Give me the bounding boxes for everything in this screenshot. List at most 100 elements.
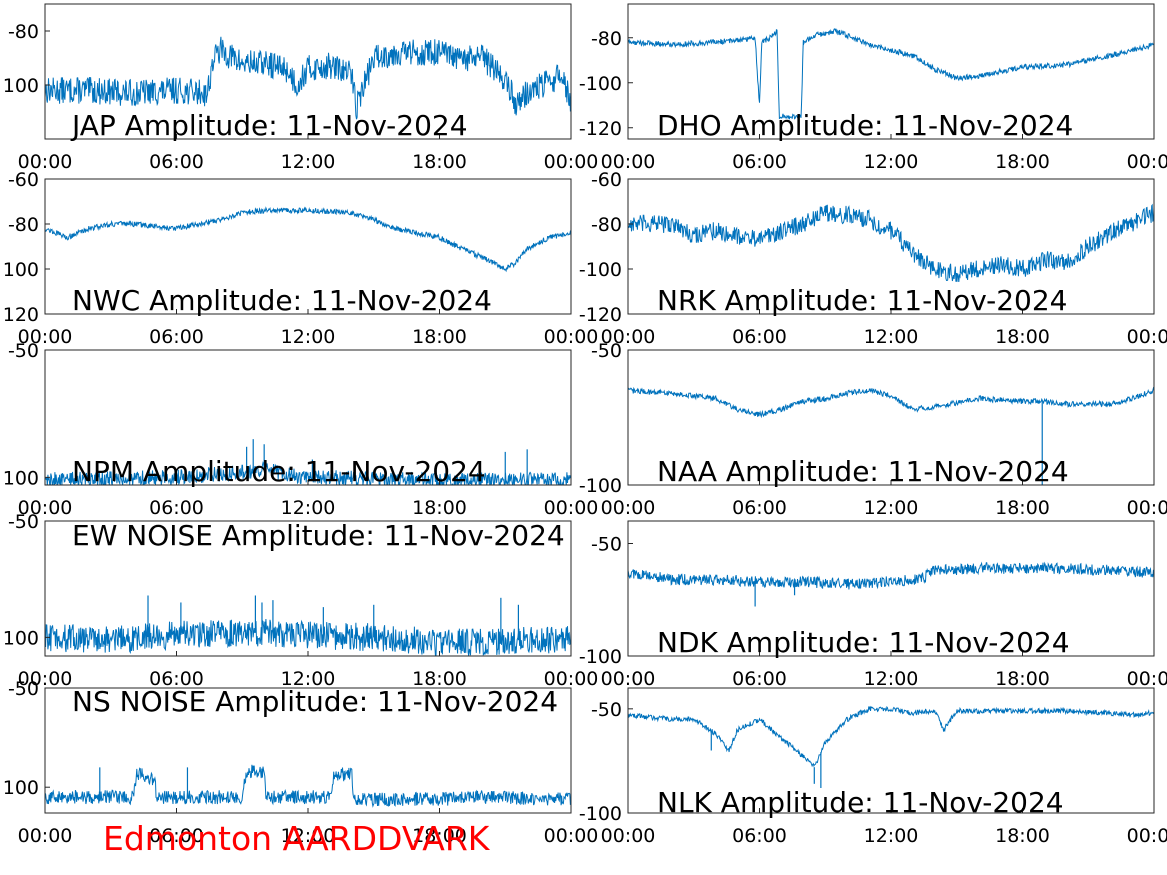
- series-line: [45, 36, 571, 120]
- y-tick-label: -100: [579, 259, 622, 281]
- y-tick-label: -50: [591, 534, 622, 556]
- x-tick-label: 12:00: [864, 668, 919, 690]
- x-tick-label: 12:00: [864, 497, 919, 519]
- x-tick-label: 06:00: [732, 668, 787, 690]
- x-tick-label: 00:00: [601, 497, 656, 519]
- x-tick-label: 00:00: [601, 825, 656, 847]
- series-line: [45, 206, 571, 273]
- x-tick-label: 18:00: [412, 326, 467, 348]
- x-tick-label: 00:00: [1127, 151, 1167, 173]
- chart-panel: -50 100 00:00 06:00 12:00 18:00 00:00 NS NOISE …: [3, 678, 599, 847]
- x-tick-label: 00:00: [544, 326, 599, 348]
- chart-title: JAP Amplitude: 11-Nov-2024: [70, 109, 468, 142]
- chart-title: NS NOISE Amplitude: 11-Nov-2024: [72, 685, 558, 718]
- x-tick-label: 18:00: [412, 668, 467, 690]
- x-tick-label: 12:00: [864, 151, 919, 173]
- x-tick-label: 18:00: [412, 497, 467, 519]
- series-line: [628, 705, 1154, 768]
- y-tick-label: -80: [591, 28, 622, 50]
- x-tick-label: 18:00: [995, 825, 1050, 847]
- y-tick-label: -100: [579, 803, 622, 825]
- x-tick-label: 00:00: [1127, 668, 1167, 690]
- chart-title: NWC Amplitude: 11-Nov-2024: [72, 284, 492, 317]
- x-tick-label: 00:00: [601, 326, 656, 348]
- x-tick-label: 00:00: [544, 825, 599, 847]
- y-tick-label: -60: [591, 169, 622, 191]
- x-tick-label: 12:00: [864, 326, 919, 348]
- x-tick-label: 06:00: [732, 326, 787, 348]
- x-tick-label: 00:00: [544, 497, 599, 519]
- x-tick-label: 12:00: [281, 825, 336, 847]
- y-tick-label: 100: [3, 259, 39, 281]
- y-tick-label: -80: [8, 21, 39, 43]
- x-tick-label: 18:00: [995, 326, 1050, 348]
- x-tick-label: 18:00: [412, 825, 467, 847]
- chart-title: NPM Amplitude: 11-Nov-2024: [72, 455, 486, 488]
- y-tick-label: -80: [8, 214, 39, 236]
- series-line: [628, 28, 1154, 120]
- y-tick-label: 100: [3, 627, 39, 649]
- x-tick-label: 12:00: [281, 151, 336, 173]
- x-tick-label: 18:00: [412, 151, 467, 173]
- x-tick-label: 06:00: [149, 825, 204, 847]
- y-tick-label: -120: [579, 118, 622, 140]
- y-tick-label: 100: [3, 467, 39, 489]
- series-line: [45, 461, 571, 485]
- chart-title: DHO Amplitude: 11-Nov-2024: [657, 109, 1073, 142]
- y-tick-label: -50: [591, 340, 622, 362]
- x-tick-label: 06:00: [732, 151, 787, 173]
- chart-title: NDK Amplitude: 11-Nov-2024: [657, 626, 1070, 659]
- y-tick-label: -50: [8, 678, 39, 700]
- x-tick-label: 00:00: [18, 668, 73, 690]
- x-tick-label: 00:00: [601, 668, 656, 690]
- x-tick-label: 12:00: [864, 825, 919, 847]
- y-tick-label: 100: [3, 777, 39, 799]
- x-tick-label: 00:00: [1127, 497, 1167, 519]
- x-tick-label: 12:00: [281, 497, 336, 519]
- x-tick-label: 00:00: [18, 326, 73, 348]
- series-line: [628, 203, 1154, 282]
- x-tick-label: 06:00: [149, 497, 204, 519]
- series-line: [45, 618, 571, 656]
- x-tick-label: 18:00: [995, 497, 1050, 519]
- y-tick-label: -50: [8, 511, 39, 533]
- x-tick-label: 00:00: [1127, 326, 1167, 348]
- chart-title: NLK Amplitude: 11-Nov-2024: [657, 786, 1064, 819]
- chart-panel: -80 100 00:00 06:00 12:00 18:00 00:00 JAP Ampli…: [3, 3, 599, 173]
- x-tick-label: 00:00: [18, 497, 73, 519]
- chart-panel: -50 100 00:00 06:00 12:00 18:00 00:00 EW NOISE …: [3, 511, 599, 690]
- y-tick-label: -100: [579, 73, 622, 95]
- figure-footer: Edmonton AARDDVARK: [103, 819, 490, 858]
- x-tick-label: 00:00: [18, 151, 73, 173]
- x-tick-label: 12:00: [281, 326, 336, 348]
- x-tick-label: 00:00: [544, 151, 599, 173]
- series-line: [45, 764, 571, 808]
- y-tick-label: -50: [8, 340, 39, 362]
- x-tick-label: 00:00: [544, 668, 599, 690]
- series-line: [628, 561, 1154, 590]
- y-tick-label: -100: [579, 646, 622, 668]
- x-tick-label: 18:00: [995, 151, 1050, 173]
- x-tick-label: 18:00: [995, 668, 1050, 690]
- x-tick-label: 00:00: [601, 151, 656, 173]
- x-tick-label: 00:00: [18, 825, 73, 847]
- chart-title: NAA Amplitude: 11-Nov-2024: [657, 455, 1069, 488]
- x-tick-label: 06:00: [149, 326, 204, 348]
- chart-title: EW NOISE Amplitude: 11-Nov-2024: [72, 519, 565, 552]
- chart-title: NRK Amplitude: 11-Nov-2024: [657, 284, 1067, 317]
- y-tick-label: 100: [3, 75, 39, 97]
- x-tick-label: 00:00: [1127, 825, 1167, 847]
- y-tick-label: -120: [579, 304, 622, 326]
- y-tick-label: -80: [591, 214, 622, 236]
- x-tick-label: 12:00: [281, 668, 336, 690]
- x-tick-label: 06:00: [732, 825, 787, 847]
- x-tick-label: 06:00: [149, 151, 204, 173]
- y-tick-label: -60: [8, 169, 39, 191]
- chart-panel: -50 100 00:00 06:00 12:00 18:00 00:00 NPM Ampli…: [3, 340, 599, 519]
- y-tick-label: 120: [3, 304, 39, 326]
